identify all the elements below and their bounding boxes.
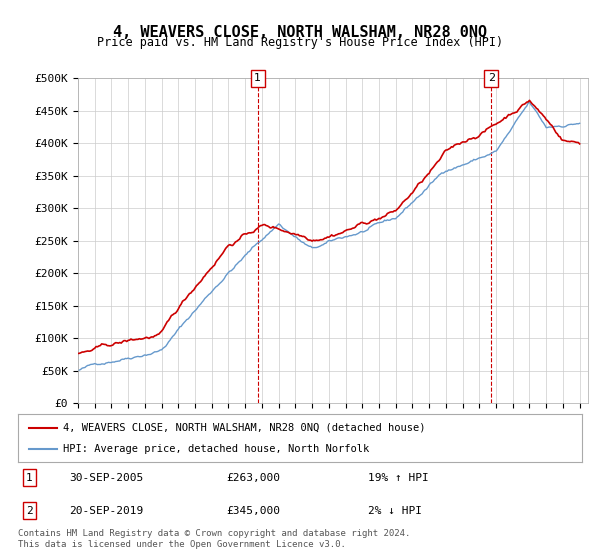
- Text: Price paid vs. HM Land Registry's House Price Index (HPI): Price paid vs. HM Land Registry's House …: [97, 36, 503, 49]
- Text: 2: 2: [26, 506, 32, 516]
- Text: 1: 1: [254, 73, 261, 83]
- Text: 30-SEP-2005: 30-SEP-2005: [69, 473, 143, 483]
- Text: 20-SEP-2019: 20-SEP-2019: [69, 506, 143, 516]
- Text: 4, WEAVERS CLOSE, NORTH WALSHAM, NR28 0NQ (detached house): 4, WEAVERS CLOSE, NORTH WALSHAM, NR28 0N…: [63, 423, 425, 433]
- Text: 19% ↑ HPI: 19% ↑ HPI: [368, 473, 428, 483]
- Text: 4, WEAVERS CLOSE, NORTH WALSHAM, NR28 0NQ: 4, WEAVERS CLOSE, NORTH WALSHAM, NR28 0N…: [113, 25, 487, 40]
- Text: 2% ↓ HPI: 2% ↓ HPI: [368, 506, 422, 516]
- Text: 1: 1: [26, 473, 32, 483]
- Text: HPI: Average price, detached house, North Norfolk: HPI: Average price, detached house, Nort…: [63, 444, 370, 454]
- Text: Contains HM Land Registry data © Crown copyright and database right 2024.
This d: Contains HM Land Registry data © Crown c…: [18, 529, 410, 549]
- Text: £345,000: £345,000: [227, 506, 281, 516]
- Text: 2: 2: [488, 73, 495, 83]
- Text: £263,000: £263,000: [227, 473, 281, 483]
